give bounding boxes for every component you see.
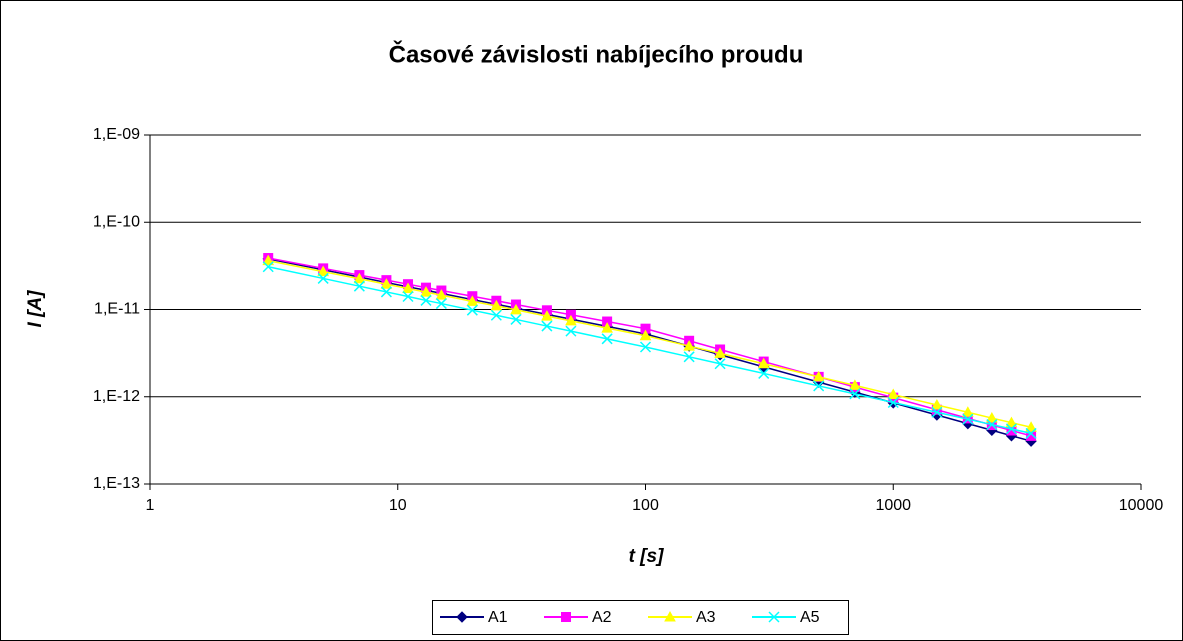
data-point bbox=[262, 261, 274, 273]
data-point bbox=[639, 341, 652, 353]
x-tick-label: 100 bbox=[632, 497, 659, 514]
data-point bbox=[639, 329, 652, 341]
data-point bbox=[849, 388, 861, 400]
data-point bbox=[1025, 421, 1037, 432]
data-point bbox=[758, 367, 770, 379]
data-point bbox=[262, 254, 275, 266]
data-point bbox=[985, 412, 998, 423]
data-point bbox=[435, 289, 448, 300]
data-point bbox=[1025, 427, 1037, 439]
legend-marker bbox=[456, 611, 468, 623]
data-point bbox=[986, 419, 998, 431]
x-tick-label: 1 bbox=[146, 497, 155, 514]
data-point bbox=[435, 298, 447, 310]
legend-marker bbox=[768, 611, 780, 623]
y-tick-label: 1,E-11 bbox=[94, 301, 140, 318]
x-tick-label: 10000 bbox=[1119, 497, 1164, 514]
data-point bbox=[402, 290, 414, 303]
data-point bbox=[1006, 425, 1017, 436]
data-point bbox=[420, 294, 432, 306]
x-axis-label: t [s] bbox=[629, 546, 665, 567]
legend-label: A1 bbox=[488, 609, 508, 626]
data-point bbox=[601, 333, 613, 345]
data-point bbox=[812, 370, 825, 382]
data-point bbox=[380, 286, 392, 298]
data-point bbox=[1005, 416, 1018, 428]
data-point bbox=[931, 398, 943, 410]
data-point bbox=[683, 340, 695, 351]
legend-marker bbox=[664, 610, 676, 622]
data-point bbox=[317, 272, 329, 284]
data-point bbox=[490, 309, 502, 321]
data-point bbox=[317, 265, 330, 277]
data-point bbox=[466, 295, 479, 306]
data-point bbox=[466, 304, 478, 316]
x-tick-label: 1000 bbox=[875, 497, 911, 514]
data-point bbox=[402, 282, 414, 294]
data-point bbox=[353, 280, 365, 292]
y-tick-label: 1,E-12 bbox=[93, 388, 140, 405]
legend-label: A3 bbox=[696, 609, 716, 626]
y-tick-label: 1,E-09 bbox=[93, 126, 140, 143]
chart-title: Časové závislosti nabíjecího proudu bbox=[389, 40, 804, 68]
legend-label: A2 bbox=[592, 609, 612, 626]
x-tick-label: 10 bbox=[389, 497, 407, 514]
data-point bbox=[565, 325, 577, 337]
data-point bbox=[510, 313, 522, 325]
data-point bbox=[931, 406, 943, 418]
data-point bbox=[961, 406, 974, 417]
data-point bbox=[962, 413, 974, 425]
data-point bbox=[510, 303, 522, 315]
data-point bbox=[887, 396, 899, 409]
data-point bbox=[353, 272, 366, 284]
legend-marker bbox=[561, 612, 571, 622]
data-point bbox=[565, 314, 577, 326]
y-axis-label: I [A] bbox=[25, 290, 46, 328]
data-point bbox=[714, 347, 726, 358]
data-point bbox=[601, 322, 613, 333]
data-point bbox=[887, 388, 900, 400]
data-point bbox=[541, 310, 553, 321]
data-point bbox=[813, 380, 825, 392]
data-point bbox=[714, 358, 726, 370]
legend-label: A5 bbox=[800, 609, 820, 626]
y-tick-label: 1,E-10 bbox=[93, 213, 140, 230]
data-point bbox=[541, 320, 553, 332]
data-point bbox=[849, 379, 861, 390]
data-point bbox=[420, 286, 432, 297]
data-point bbox=[1005, 423, 1017, 435]
data-point bbox=[490, 299, 503, 311]
data-point bbox=[683, 351, 695, 363]
data-point bbox=[380, 278, 393, 289]
data-point bbox=[757, 357, 770, 369]
y-tick-label: 1,E-13 bbox=[93, 475, 140, 492]
